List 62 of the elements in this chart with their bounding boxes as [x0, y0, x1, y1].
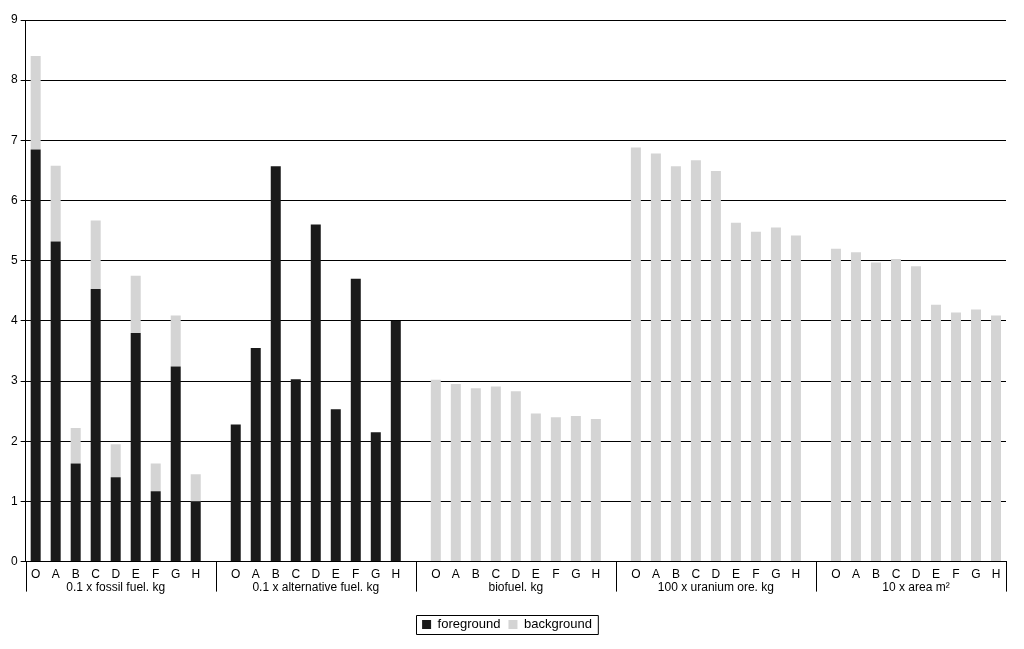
x-tick-label: D	[111, 567, 121, 582]
text: 0.1 x alternative fuel. kg	[252, 579, 380, 594]
x-tick-label: E	[731, 567, 740, 582]
x-tick-label: E	[131, 567, 140, 582]
x-tick-label: B	[671, 567, 680, 582]
x-tick-label: A	[851, 567, 860, 582]
x-tick-label: G	[371, 567, 381, 582]
x-tick-label: C	[291, 567, 301, 582]
x-tick-label: H	[391, 567, 401, 582]
x-tick-label: D	[311, 567, 321, 582]
y-tick-label: 0	[10, 553, 18, 568]
y-tick-label: 4	[10, 313, 18, 328]
x-tick-label: F	[352, 567, 360, 582]
x-tick-label: E	[331, 567, 340, 582]
y-tick-label: 3	[10, 373, 18, 388]
x-tick-label: A	[651, 567, 660, 582]
x-tick-label: A	[251, 567, 260, 582]
x-tick-label: O	[431, 567, 441, 582]
text: biofuel. kg	[488, 579, 544, 594]
x-tick-label: C	[891, 567, 901, 582]
x-tick-label: A	[451, 567, 460, 582]
x-tick-label: C	[91, 567, 101, 582]
legend-label: foreground	[437, 616, 501, 632]
y-tick-label: 8	[10, 72, 18, 87]
x-tick-label: E	[531, 567, 540, 582]
text: 0.1 x fossil fuel. kg	[66, 579, 166, 594]
x-tick-label: G	[771, 567, 781, 582]
x-tick-label: O	[31, 567, 41, 582]
y-tick-label: 2	[10, 433, 18, 448]
x-tick-label: O	[831, 567, 841, 582]
x-tick-label: G	[171, 567, 181, 582]
text: 10 x area m²	[882, 579, 950, 594]
x-tick-label: A	[51, 567, 60, 582]
x-tick-label: F	[952, 567, 960, 582]
x-tick-label: O	[631, 567, 641, 582]
y-tick-label: 5	[10, 253, 18, 268]
x-tick-label: O	[231, 567, 241, 582]
y-tick-label: 7	[10, 132, 18, 147]
y-tick-label: 6	[10, 192, 18, 207]
legend-label: background	[523, 616, 592, 632]
x-tick-label: H	[791, 567, 801, 582]
x-tick-label: H	[591, 567, 601, 582]
x-tick-label: H	[191, 567, 201, 582]
x-tick-label: D	[511, 567, 521, 582]
x-tick-label: B	[71, 567, 80, 582]
x-tick-label: B	[471, 567, 480, 582]
x-tick-label: D	[911, 567, 921, 582]
x-tick-label: D	[711, 567, 721, 582]
text: 100 x uranium ore. kg	[657, 579, 774, 594]
x-tick-label: E	[931, 567, 940, 582]
x-tick-label: C	[691, 567, 701, 582]
x-tick-label: F	[752, 567, 760, 582]
x-tick-label: F	[152, 567, 160, 582]
x-tick-label: B	[271, 567, 280, 582]
y-tick-label: 9	[10, 12, 18, 27]
x-tick-label: G	[571, 567, 581, 582]
x-tick-label: H	[991, 567, 1001, 582]
x-tick-label: F	[552, 567, 560, 582]
y-tick-label: 1	[10, 493, 18, 508]
x-tick-label: B	[871, 567, 880, 582]
x-tick-label: C	[491, 567, 501, 582]
x-tick-label: G	[971, 567, 981, 582]
